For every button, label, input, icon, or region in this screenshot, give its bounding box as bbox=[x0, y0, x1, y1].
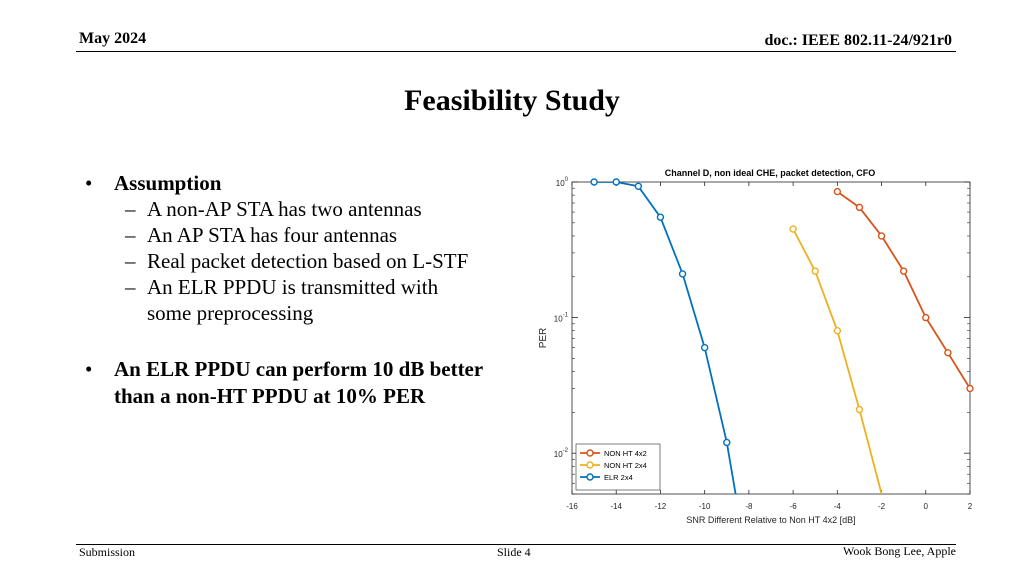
x-tick-label: -2 bbox=[878, 502, 886, 511]
series-point-0 bbox=[966, 384, 974, 393]
sub-bullet-text: Real packet detection based on L-STF bbox=[147, 249, 469, 273]
series-line-0 bbox=[836, 190, 970, 389]
y-tick-label: 10-2 bbox=[554, 448, 569, 459]
series-point-0 bbox=[833, 187, 842, 196]
legend-marker bbox=[586, 473, 594, 481]
series-point-2 bbox=[723, 438, 731, 447]
y-tick-label: 100 bbox=[556, 177, 569, 188]
series-point-1 bbox=[789, 225, 797, 233]
dash-icon: – bbox=[125, 223, 136, 247]
x-tick-label: -4 bbox=[834, 502, 842, 511]
series-point-2 bbox=[612, 178, 620, 186]
x-tick-label: 2 bbox=[968, 502, 973, 511]
assumption-heading: Assumption bbox=[114, 171, 222, 195]
series-point-2 bbox=[700, 343, 709, 352]
series-point-0 bbox=[922, 313, 930, 322]
chart-x-axis-label: SNR Different Relative to Non HT 4x2 [dB… bbox=[686, 515, 855, 525]
bullet-assumption: • Assumption bbox=[85, 170, 485, 196]
x-tick-label: -8 bbox=[745, 502, 753, 511]
series-point-0 bbox=[855, 203, 864, 212]
legend-marker bbox=[586, 461, 594, 469]
chart-y-axis-label: PER bbox=[538, 328, 549, 349]
legend-label: NON HT 2x4 bbox=[604, 461, 647, 470]
series-point-1 bbox=[811, 267, 819, 275]
series-point-2 bbox=[656, 213, 665, 221]
legend-label: ELR 2x4 bbox=[604, 473, 633, 482]
bullet-conclusion: • An ELR PPDU can perform 10 dB better t… bbox=[85, 356, 485, 410]
sub-bullet: – Real packet detection based on L-STF bbox=[85, 248, 485, 274]
series-point-0 bbox=[877, 232, 886, 240]
sub-bullet: – A non-AP STA has two antennas bbox=[85, 196, 485, 222]
sub-bullet: – An ELR PPDU is transmitted with some p… bbox=[85, 274, 485, 326]
y-tick-label: 10-1 bbox=[554, 313, 569, 324]
series-line-2 bbox=[594, 182, 737, 494]
dash-icon: – bbox=[125, 249, 136, 273]
series-point-0 bbox=[899, 267, 908, 275]
sub-bullet: – An AP STA has four antennas bbox=[85, 222, 485, 248]
x-tick-label: -10 bbox=[699, 502, 711, 511]
sub-bullet-text: An AP STA has four antennas bbox=[147, 223, 398, 247]
x-tick-label: 0 bbox=[924, 502, 929, 511]
slide-title: Feasibility Study bbox=[404, 84, 620, 117]
series-point-2 bbox=[590, 178, 598, 186]
footer-slide-number: Slide 4 bbox=[497, 545, 531, 559]
x-tick-label: -16 bbox=[566, 502, 578, 511]
x-tick-label: -14 bbox=[610, 502, 622, 511]
series-point-1 bbox=[833, 327, 842, 335]
header-doc-id: doc.: IEEE 802.11-24/921r0 bbox=[764, 32, 952, 49]
legend-label: NON HT 4x2 bbox=[604, 449, 647, 458]
bullet-dot-icon: • bbox=[85, 357, 93, 381]
sub-bullet-text: A non-AP STA has two antennas bbox=[147, 197, 422, 221]
dash-icon: – bbox=[125, 275, 136, 299]
x-tick-label: -12 bbox=[655, 502, 667, 511]
dash-icon: – bbox=[125, 197, 136, 221]
chart-plot-area: -16 -14 -12 -10 -8 -6 -4 -2 0 2 100 10-1 10-2 NON HT … bbox=[554, 177, 974, 511]
footer-submission: Submission bbox=[79, 545, 136, 559]
series-point-0 bbox=[944, 349, 952, 357]
series-point-1 bbox=[855, 405, 864, 414]
x-tick-label: -6 bbox=[790, 502, 798, 511]
header-date: May 2024 bbox=[79, 30, 147, 47]
per-chart: Channel D, non ideal CHE, packet detecti… bbox=[538, 168, 974, 525]
series-line-1 bbox=[792, 228, 883, 494]
footer-author: Wook Bong Lee, Apple bbox=[842, 544, 956, 558]
chart-axes-box bbox=[571, 181, 971, 495]
conclusion-text: An ELR PPDU can perform 10 dB better tha… bbox=[114, 357, 483, 408]
header-divider bbox=[76, 51, 956, 52]
bullet-dot-icon: • bbox=[85, 171, 93, 195]
series-point-2 bbox=[678, 270, 687, 278]
sub-bullet-text: An ELR PPDU is transmitted with some pre… bbox=[147, 275, 439, 325]
footer-divider bbox=[76, 544, 956, 545]
series-point-2 bbox=[634, 182, 643, 190]
bullet-list: • Assumption – A non-AP STA has two ante… bbox=[85, 170, 485, 410]
chart-title: Channel D, non ideal CHE, packet detecti… bbox=[665, 168, 876, 178]
legend-marker bbox=[586, 449, 594, 457]
